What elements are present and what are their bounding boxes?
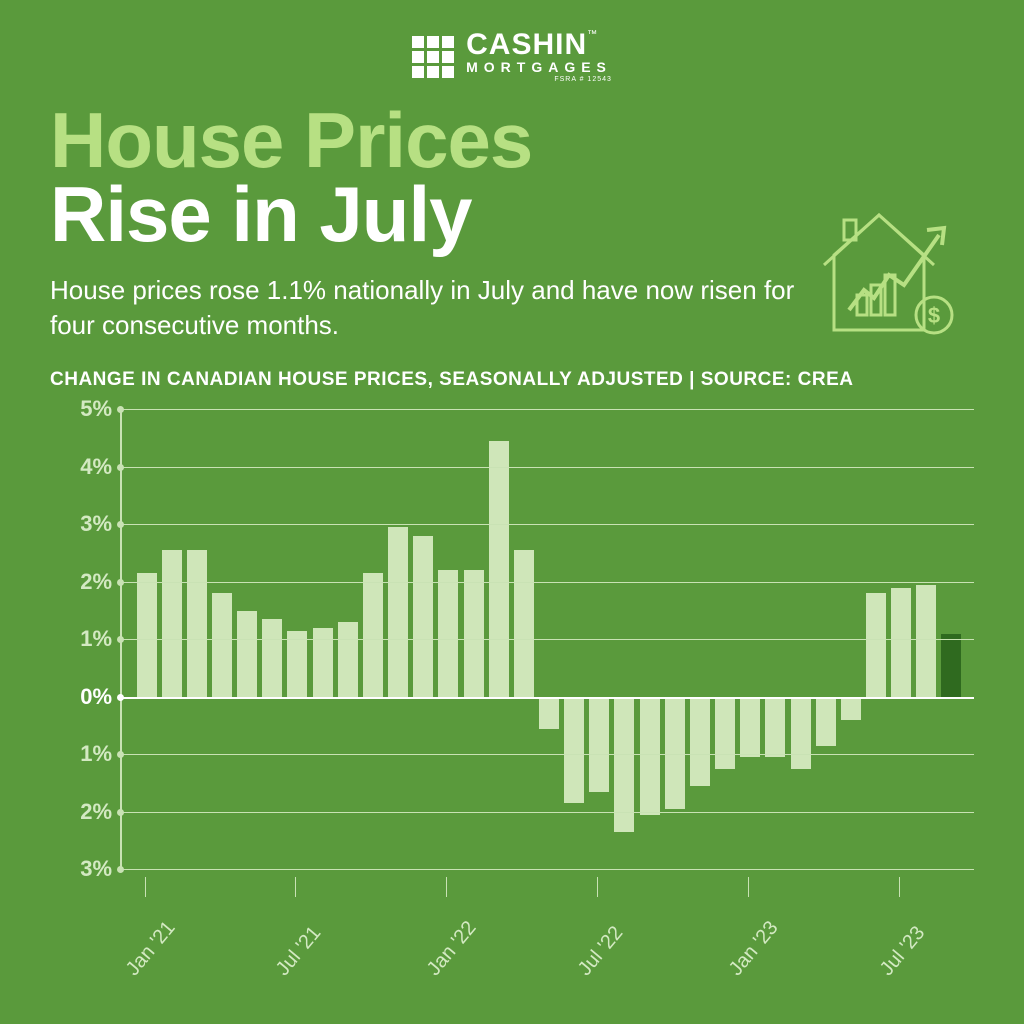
gridline xyxy=(122,639,974,640)
y-tick-label: 0% xyxy=(80,684,112,710)
chart-bar xyxy=(791,697,811,769)
chart-bar xyxy=(765,697,785,757)
chart-bar xyxy=(137,573,157,697)
chart-bar xyxy=(690,697,710,786)
chart-bar xyxy=(162,550,182,697)
chart-bar xyxy=(464,570,484,697)
logo-fsra: FSRA # 12543 xyxy=(554,76,612,83)
chart-bar xyxy=(564,697,584,803)
chart-title: CHANGE IN CANADIAN HOUSE PRICES, SEASONA… xyxy=(50,369,974,391)
gridline xyxy=(122,582,974,583)
chart-bar xyxy=(287,631,307,697)
x-tick xyxy=(597,877,598,897)
trademark-symbol: ™ xyxy=(587,29,597,40)
y-axis: 5%4%3%2%1%0%1%2%3% xyxy=(50,409,120,869)
chart-bar xyxy=(589,697,609,792)
chart-plot xyxy=(120,409,974,869)
x-tick xyxy=(145,877,146,897)
chart-bar xyxy=(187,550,207,697)
logo-brand: CASHIN xyxy=(466,28,587,61)
x-tick xyxy=(295,877,296,897)
chart-bar xyxy=(916,585,936,697)
chart-bar xyxy=(941,634,961,697)
x-axis-label: Jul '23 xyxy=(876,922,930,981)
chart-bar xyxy=(841,697,861,720)
headline-line1: House Prices xyxy=(50,103,974,177)
chart-bar xyxy=(237,611,257,697)
gridline xyxy=(122,409,974,410)
chart-bar xyxy=(539,697,559,729)
chart-bar xyxy=(665,697,685,809)
chart-bar xyxy=(413,536,433,697)
chart-bar xyxy=(891,588,911,697)
gridline xyxy=(122,697,974,699)
y-tick-label: 1% xyxy=(80,741,112,767)
subhead: House prices rose 1.1% nationally in Jul… xyxy=(50,273,810,343)
x-axis-label: Jan '22 xyxy=(423,917,482,981)
logo-text: CASHIN™ MORTGAGES FSRA # 12543 xyxy=(466,30,612,83)
y-tick-label: 5% xyxy=(80,396,112,422)
chart-bar xyxy=(363,573,383,697)
gridline xyxy=(122,812,974,813)
x-axis-label: Jul '22 xyxy=(574,922,628,981)
chart-bar xyxy=(438,570,458,697)
chart-bar xyxy=(640,697,660,815)
logo: CASHIN™ MORTGAGES FSRA # 12543 xyxy=(50,30,974,83)
x-tick xyxy=(899,877,900,897)
gridline xyxy=(122,869,974,870)
chart-bar xyxy=(866,593,886,697)
x-axis: Jan '21Jul '21Jan '22Jul '22Jan '23Jul '… xyxy=(120,877,974,967)
svg-text:$: $ xyxy=(928,303,940,328)
gridline xyxy=(122,467,974,468)
y-tick-label: 2% xyxy=(80,569,112,595)
chart-bar xyxy=(816,697,836,746)
chart-bar xyxy=(313,628,333,697)
house-price-icon: $ xyxy=(809,180,969,340)
y-tick-label: 3% xyxy=(80,856,112,882)
gridline xyxy=(122,754,974,755)
logo-subtitle: MORTGAGES xyxy=(466,60,612,74)
chart-bar xyxy=(338,622,358,697)
chart-bar xyxy=(489,441,509,697)
chart-bar xyxy=(715,697,735,769)
bar-chart: 5%4%3%2%1%0%1%2%3% xyxy=(50,409,974,869)
y-tick-label: 2% xyxy=(80,799,112,825)
chart-bar xyxy=(212,593,232,697)
y-tick-label: 4% xyxy=(80,454,112,480)
x-tick xyxy=(446,877,447,897)
x-tick xyxy=(748,877,749,897)
y-tick-label: 3% xyxy=(80,511,112,537)
y-tick-label: 1% xyxy=(80,626,112,652)
chart-bar xyxy=(514,550,534,697)
gridline xyxy=(122,524,974,525)
logo-grid-icon xyxy=(412,36,454,78)
chart-bar xyxy=(740,697,760,757)
x-axis-label: Jul '21 xyxy=(272,922,326,981)
chart-bar xyxy=(388,527,408,697)
chart-bar xyxy=(262,619,282,697)
x-axis-label: Jan '21 xyxy=(121,917,180,981)
x-axis-label: Jan '23 xyxy=(725,917,784,981)
